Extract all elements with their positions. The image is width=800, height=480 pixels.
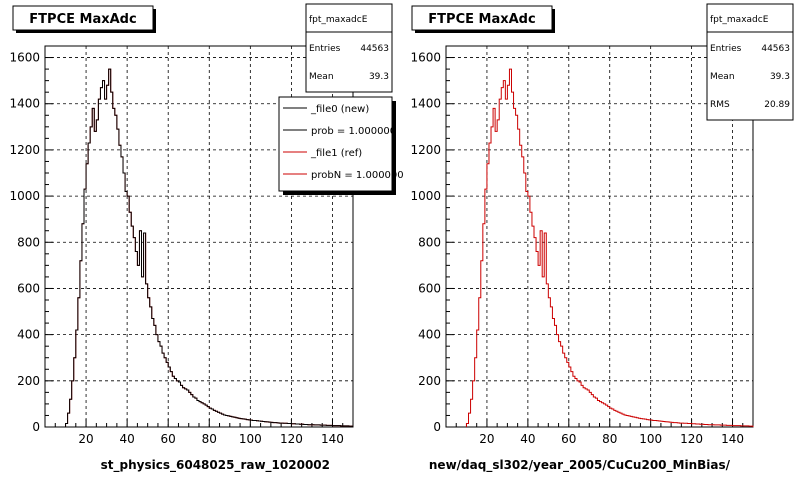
stats-name: fpt_maxadcE (710, 15, 769, 25)
x-axis-label: new/daq_sl302/year_2005/CuCu200_MinBias/ (429, 458, 731, 473)
y-tick-label: 0 (32, 420, 40, 434)
y-tick-label: 1400 (410, 97, 441, 111)
y-tick-label: 400 (418, 328, 441, 342)
stats-box (706, 3, 794, 121)
x-tick-label: 80 (202, 432, 217, 446)
y-tick-label: 0 (433, 420, 441, 434)
y-tick-label: 200 (418, 374, 441, 388)
x-tick-label: 20 (479, 432, 494, 446)
y-tick-label: 1000 (410, 189, 441, 203)
y-tick-label: 1600 (9, 51, 40, 65)
title-box (12, 5, 154, 31)
x-tick-label: 60 (561, 432, 576, 446)
title-box (411, 5, 553, 31)
y-tick-label: 600 (418, 281, 441, 295)
stats-label: Mean (710, 72, 735, 82)
stats-label: Mean (309, 72, 334, 82)
stats-name: fpt_maxadcE (309, 15, 368, 25)
y-tick-label: 1200 (9, 143, 40, 157)
legend-entry: prob = 1.000000 (311, 126, 396, 137)
legend-entry: probN = 1.000000 (311, 170, 404, 181)
legend-box (278, 96, 393, 192)
legend-entry: _file0 (new) (310, 104, 369, 115)
x-tick-label: 80 (602, 432, 617, 446)
x-tick-label: 120 (680, 432, 703, 446)
chart-panel-1: 20 40 60 80 100 120 14002004006008001000120014… (9, 3, 404, 473)
y-tick-label: 1600 (410, 51, 441, 65)
x-tick-label: 140 (721, 432, 744, 446)
stats-value: 44563 (761, 44, 790, 54)
y-tick-label: 400 (17, 328, 40, 342)
x-tick-label: 40 (119, 432, 134, 446)
x-tick-label: 100 (639, 432, 662, 446)
x-tick-label: 60 (161, 432, 176, 446)
histogram-series-2 (65, 68, 354, 427)
y-tick-label: 800 (17, 235, 40, 249)
y-tick-label: 1000 (9, 189, 40, 203)
x-tick-label: 140 (321, 432, 344, 446)
stats-label: Entries (309, 44, 341, 54)
x-axis-label: st_physics_6048025_raw_1020002 (101, 458, 330, 473)
stats-value: 39.3 (770, 72, 790, 82)
x-tick-label: 100 (239, 432, 262, 446)
legend-entry: _file1 (ref) (310, 148, 362, 159)
stats-value: 44563 (360, 44, 389, 54)
histogram-series-1 (465, 68, 754, 427)
stats-label: Entries (710, 44, 742, 54)
y-tick-label: 1200 (410, 143, 441, 157)
y-tick-label: 200 (17, 374, 40, 388)
x-tick-label: 20 (78, 432, 93, 446)
x-tick-label: 40 (520, 432, 535, 446)
chart-title: FTPCE MaxAdc (428, 12, 535, 27)
stats-label: RMS (710, 100, 730, 110)
chart-panel-2: 20 40 60 80 100 120 14002004006008001000120014… (410, 3, 794, 473)
y-tick-label: 1400 (9, 97, 40, 111)
chart-title: FTPCE MaxAdc (29, 12, 136, 27)
y-tick-label: 800 (418, 235, 441, 249)
y-tick-label: 600 (17, 281, 40, 295)
stats-value: 39.3 (369, 72, 389, 82)
stats-box (305, 3, 393, 93)
x-tick-label: 120 (280, 432, 303, 446)
stats-value: 20.89 (764, 100, 790, 110)
